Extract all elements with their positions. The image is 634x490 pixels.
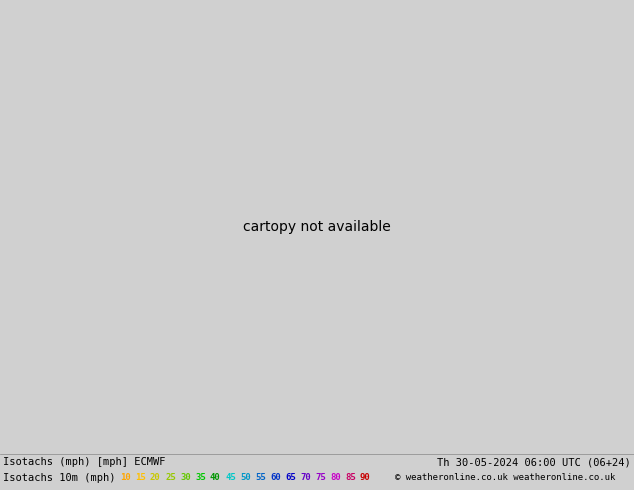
- Text: 20: 20: [150, 473, 161, 482]
- Text: Th 30-05-2024 06:00 UTC (06+24): Th 30-05-2024 06:00 UTC (06+24): [437, 457, 631, 467]
- Text: 90: 90: [360, 473, 371, 482]
- Text: Isotachs 10m (mph): Isotachs 10m (mph): [3, 473, 115, 483]
- Text: Isotachs (mph) [mph] ECMWF: Isotachs (mph) [mph] ECMWF: [3, 457, 165, 467]
- Text: 45: 45: [225, 473, 236, 482]
- Text: © weatheronline.co.uk weatheronline.co.uk: © weatheronline.co.uk weatheronline.co.u…: [395, 473, 616, 482]
- Text: 70: 70: [300, 473, 311, 482]
- Text: 85: 85: [345, 473, 356, 482]
- Text: 50: 50: [240, 473, 251, 482]
- Text: 40: 40: [210, 473, 221, 482]
- Text: 80: 80: [330, 473, 340, 482]
- Text: 75: 75: [315, 473, 326, 482]
- Text: cartopy not available: cartopy not available: [243, 220, 391, 234]
- Text: 15: 15: [135, 473, 146, 482]
- Text: 10: 10: [120, 473, 131, 482]
- Text: 30: 30: [180, 473, 191, 482]
- Text: 25: 25: [165, 473, 176, 482]
- Text: 35: 35: [195, 473, 206, 482]
- Text: 60: 60: [270, 473, 281, 482]
- Text: 65: 65: [285, 473, 295, 482]
- Text: 55: 55: [255, 473, 266, 482]
